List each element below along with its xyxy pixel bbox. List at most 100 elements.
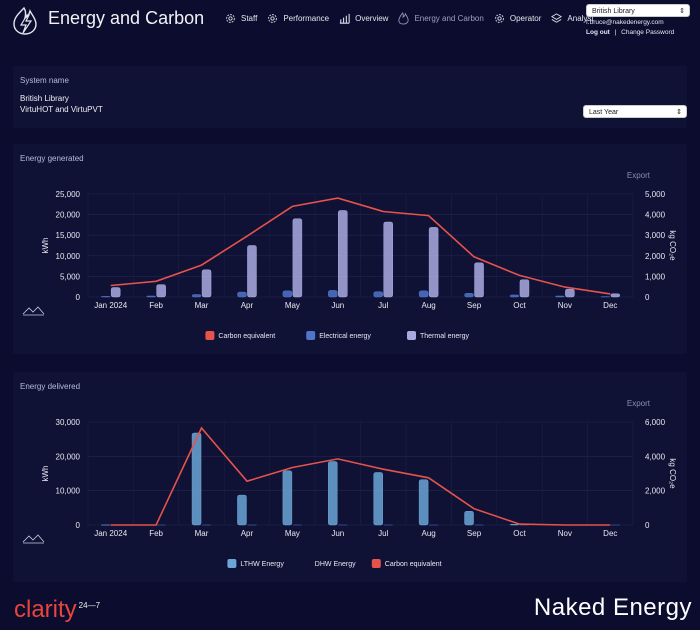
x-tick-label: Aug (422, 529, 436, 538)
bar-lthw-energy (464, 511, 474, 526)
chevron-updown-icon: ⇕ (676, 109, 682, 116)
chevron-updown-icon: ⇕ (679, 8, 685, 15)
y-tick-label: 25,000 (56, 190, 81, 199)
bar-electrical-energy (191, 294, 202, 298)
y-tick-label: 30,000 (56, 418, 81, 427)
line-carbon-equivalent (110, 426, 611, 526)
y2-axis-label: kg CO₂e (668, 230, 677, 261)
bar-electrical-energy (100, 296, 111, 298)
x-tick-label: Sep (467, 301, 482, 310)
clarity-logo: clarity 24—7 (14, 596, 100, 624)
y-tick-label: 10,000 (56, 252, 81, 261)
x-tick-label: Feb (149, 301, 163, 310)
y2-tick-label: 4,000 (645, 452, 666, 461)
legend-label-carbon-equivalent: Carbon equivalent (385, 561, 442, 568)
bar-thermal-energy (156, 284, 166, 298)
export-button-generated[interactable]: Export (626, 171, 650, 180)
x-tick-label: May (285, 529, 300, 538)
x-tick-label: Feb (149, 529, 163, 538)
legend-swatch-carbon-equivalent[interactable] (371, 559, 381, 568)
energy-generated-title: Energy generated (20, 154, 84, 163)
line-carbon-equivalent (110, 197, 611, 295)
range-zoom-icon[interactable] (22, 534, 45, 544)
user-email: f.bruce@nakedenergy.com (586, 19, 664, 26)
system-panel: System name British Library VirtuHOT and… (13, 66, 687, 128)
bar-electrical-energy (237, 291, 247, 298)
range-zoom-icon[interactable] (22, 306, 45, 316)
export-button-delivered[interactable]: Export (626, 399, 650, 408)
x-tick-label: Jun (331, 301, 344, 310)
bar-lthw-energy (328, 461, 338, 526)
legend-swatch-thermal-energy[interactable] (407, 331, 416, 340)
nav-staff[interactable]: Staff (224, 10, 257, 26)
y-axis-label: kWh (41, 466, 50, 482)
x-tick-label: Nov (558, 529, 572, 538)
bar-electrical-energy (464, 293, 474, 298)
bar-thermal-energy (110, 287, 121, 298)
clarity-brand-text: clarity (14, 596, 77, 623)
system-name-line-1: British Library (20, 94, 69, 103)
x-tick-label: Jul (378, 529, 388, 538)
bar-thermal-energy (338, 210, 348, 298)
y-tick-label: 0 (76, 293, 81, 302)
bar-thermal-energy (519, 279, 530, 298)
gear-icon (226, 13, 235, 23)
system-name-line-2: VirtuHOT and VirtuPVT (20, 105, 103, 114)
account-links: Log out | Change Password (586, 29, 690, 36)
period-select-value: Last Year (589, 109, 619, 116)
site-select[interactable]: British Library ⇕ (586, 4, 690, 17)
nav-energy-and-carbon[interactable]: Energy and Carbon (397, 10, 484, 26)
bar-electrical-energy (555, 295, 565, 298)
y2-tick-label: 4,000 (645, 211, 666, 220)
nav-operator[interactable]: Operator (493, 10, 541, 26)
x-tick-label: Apr (241, 301, 254, 310)
y2-tick-label: 2,000 (645, 487, 666, 496)
clarity-brand-sup: 24—7 (78, 601, 101, 610)
period-select[interactable]: Last Year ⇕ (583, 105, 687, 118)
y2-tick-label: 1,000 (645, 272, 666, 281)
y2-tick-label: 0 (645, 521, 650, 530)
bar-lthw-energy (418, 479, 429, 526)
x-tick-label: Dec (603, 301, 617, 310)
x-tick-label: Oct (513, 529, 526, 538)
y-tick-label: 10,000 (56, 487, 81, 496)
legend-swatch-electrical-energy[interactable] (306, 331, 316, 340)
change-password-link[interactable]: Change Password (621, 29, 675, 36)
y-tick-label: 0 (76, 521, 81, 530)
energy-delivered-panel: Energy delivered Export 30,000 6,000 20,00… (13, 372, 687, 582)
bar-thermal-energy (428, 227, 439, 298)
gear-icon (494, 13, 504, 23)
x-tick-label: Mar (195, 529, 209, 538)
bar-chart-icon (339, 13, 350, 24)
x-tick-label: Dec (603, 529, 617, 538)
legend-swatch-lthw-energy[interactable] (227, 559, 237, 568)
system-name-value: British Library VirtuHOT and VirtuPVT (20, 93, 103, 115)
legend-label-thermal-energy: Thermal energy (420, 333, 470, 340)
y-tick-label: 20,000 (56, 211, 81, 220)
nav-performance-label: Performance (283, 13, 330, 23)
bar-lthw-energy (373, 472, 383, 526)
bar-electrical-energy (146, 295, 156, 298)
top-bar: Energy and Carbon Staff Performance Over… (0, 0, 700, 44)
nav-overview-label: Overview (355, 13, 389, 23)
bar-thermal-energy (292, 218, 303, 298)
y-tick-label: 15,000 (56, 231, 81, 240)
nav-energy-and-carbon-label: Energy and Carbon (414, 13, 484, 23)
legend-swatch-carbon-equivalent[interactable] (205, 331, 215, 340)
nav-overview[interactable]: Overview (338, 10, 388, 26)
y2-tick-label: 5,000 (645, 190, 666, 199)
nav-analyst[interactable]: Analyst (550, 10, 594, 26)
bar-lthw-energy (509, 524, 520, 526)
x-tick-label: Oct (513, 301, 526, 310)
bar-thermal-energy (610, 293, 621, 298)
site-select-value: British Library (592, 8, 635, 15)
main-nav: Staff Performance Overview Energy and Ca… (224, 10, 603, 26)
account-area: British Library ⇕ f.bruce@nakedenergy.co… (586, 4, 690, 36)
bar-thermal-energy (474, 262, 484, 298)
nav-performance[interactable]: Performance (266, 10, 329, 26)
logout-link[interactable]: Log out (586, 29, 610, 36)
x-tick-label: Apr (241, 529, 254, 538)
x-tick-label: Jan 2024 (94, 529, 127, 538)
x-tick-label: Mar (195, 301, 209, 310)
y2-tick-label: 2,000 (645, 252, 666, 261)
